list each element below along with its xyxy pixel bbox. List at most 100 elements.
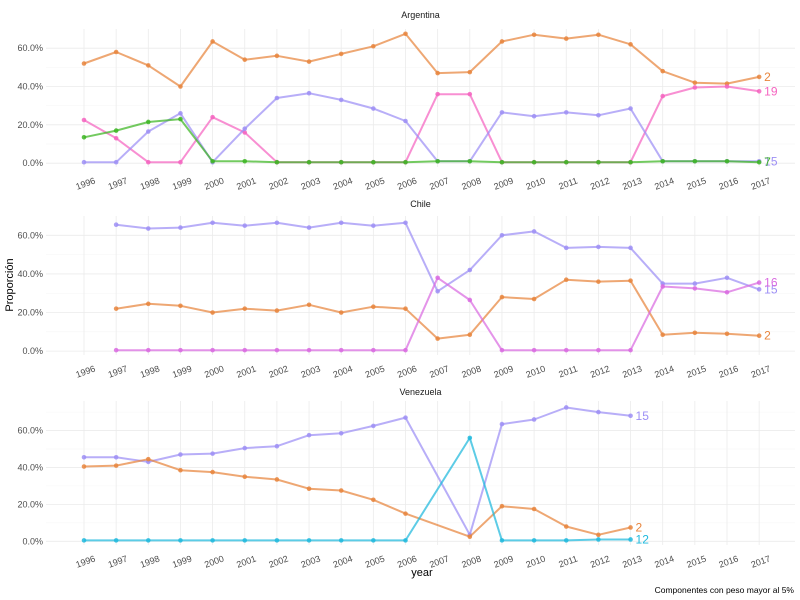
data-point [81,117,87,123]
data-point [628,245,633,251]
data-point [242,347,248,353]
data-point [178,452,183,457]
data-point [435,288,440,294]
data-point [499,39,505,44]
data-point [756,159,762,165]
series-2: 2 [113,277,771,343]
data-point [113,49,119,55]
x-tick-label: 2016 [717,553,739,569]
data-point [692,286,698,291]
x-tick-label: 2008 [460,553,482,569]
data-point [628,525,633,530]
x-tick-label: 2005 [364,553,386,569]
data-point [371,223,376,228]
data-point [210,310,215,315]
data-point [660,332,665,338]
data-point [242,126,248,131]
data-point [596,532,601,538]
data-point [628,106,633,111]
data-point [563,245,569,251]
series-end-label: 16 [764,276,778,290]
data-point [692,80,698,85]
data-point [338,159,344,165]
data-point [628,347,633,353]
data-point [403,415,408,420]
x-tick-label: 2001 [235,175,257,191]
data-point [274,443,280,449]
data-point [756,74,762,80]
data-point [113,159,119,165]
data-point [531,113,537,119]
data-point [146,119,151,125]
data-point [724,275,730,281]
panel-argentina: 0.0% 20.0% 40.0% 60.0% 1996 1997 1998 1999 2000 2… [17,10,795,192]
x-tick-label: 2017 [750,175,772,191]
x-tick-label: 1999 [171,363,193,379]
data-point [531,538,537,543]
data-point [338,51,344,57]
chart-panels: 0.0%20.0%40.0%60.0%1996 1997 1998 1999 2000 2… [17,10,795,570]
data-point [338,310,344,315]
data-point [628,537,633,542]
data-point [467,69,473,75]
data-point [531,32,537,38]
data-point [692,330,698,336]
data-point [146,159,151,165]
data-point [242,538,248,543]
data-point [403,347,408,353]
data-point [306,302,312,308]
data-point [113,135,119,141]
data-point [113,306,119,311]
y-tick-label: 40.0% [17,462,43,472]
x-tick-label: 2011 [557,553,579,569]
data-point [499,159,505,165]
x-tick-label: 1998 [139,553,161,569]
x-tick-label: 2010 [525,175,547,191]
data-point [146,63,151,68]
x-tick-label: 2012 [589,553,611,569]
data-point [210,469,215,475]
data-point [178,159,183,165]
series-end-label: 15 [764,282,778,296]
y-axis-title: Proporción [4,258,16,311]
x-axis-title: year [411,567,433,579]
data-point [242,158,248,164]
data-point [563,36,569,41]
x-tick-label: 2004 [332,363,354,379]
data-point [306,90,312,96]
data-point [435,336,440,341]
data-point [660,93,665,99]
series-2: 2 [81,456,643,539]
data-point [371,347,376,353]
series-end-label: 2 [636,520,643,534]
data-point [628,159,633,165]
x-tick-label: 2004 [332,175,354,191]
data-point [596,537,601,542]
data-point [242,223,248,228]
x-tick-label: 2009 [492,363,514,379]
y-tick-label: 60.0% [17,43,43,53]
y-tick-label: 0.0% [22,536,43,546]
data-point [371,159,376,165]
data-point [274,347,280,353]
data-point [403,31,408,37]
data-point [81,464,87,469]
x-tick-label: 2012 [589,363,611,379]
x-tick-label: 2002 [267,363,289,379]
series-line [83,32,760,88]
x-tick-label: 2016 [717,175,739,191]
data-point [81,538,87,543]
data-point [499,110,505,115]
x-tick-label: 2014 [653,553,675,569]
data-point [242,474,248,479]
data-point [371,497,376,503]
data-point [756,287,762,292]
data-point [371,304,376,310]
data-point [306,538,312,543]
data-point [596,112,601,118]
series-line [84,436,631,542]
data-point [531,159,537,165]
data-point [563,538,569,543]
data-point [403,159,408,165]
x-tick-label: 2013 [621,553,643,569]
